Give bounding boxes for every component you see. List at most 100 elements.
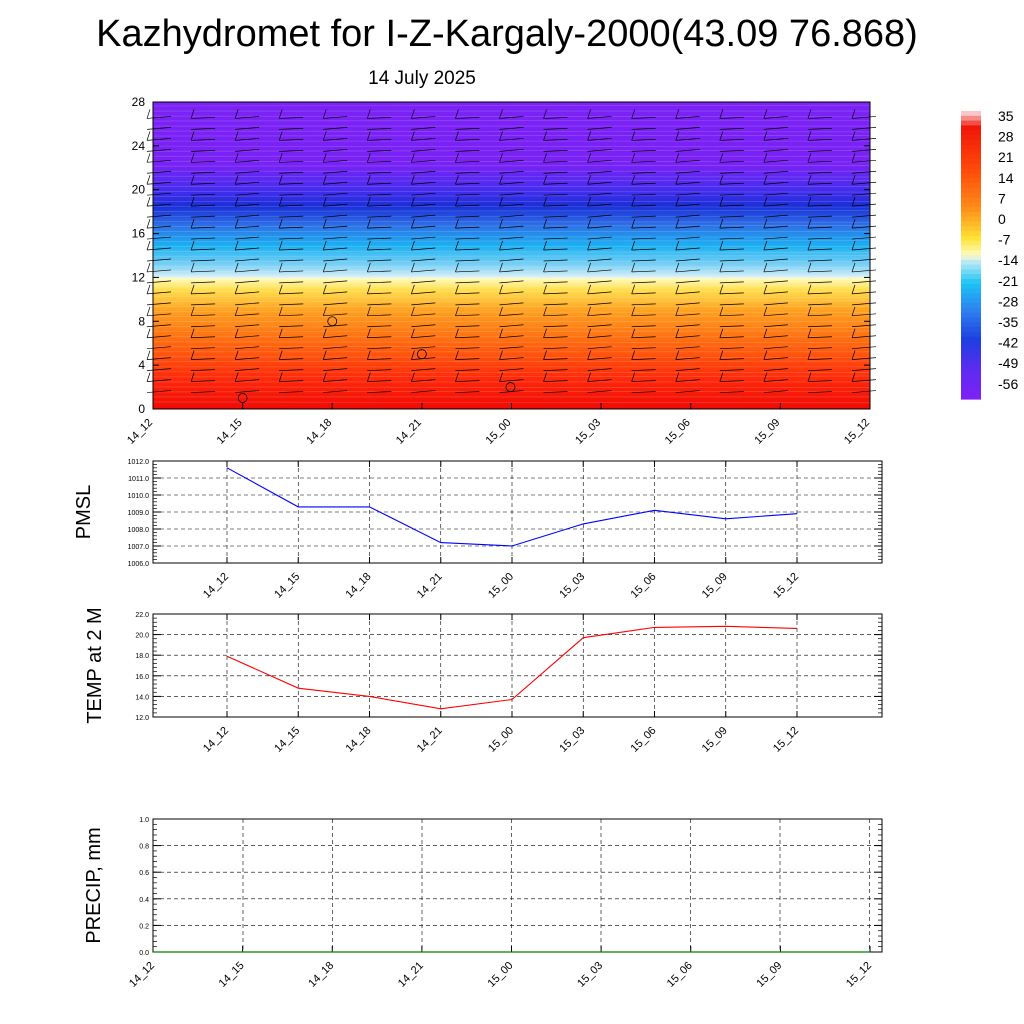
contour-line — [152, 190, 871, 193]
x-tick-label: 14_15 — [272, 571, 302, 601]
wind-barb — [587, 170, 612, 174]
contour-line — [152, 401, 871, 404]
wind-barb — [807, 237, 832, 240]
wind-barb — [411, 203, 436, 207]
contour-line — [152, 115, 871, 118]
wind-barb — [587, 390, 612, 393]
wind-barb — [719, 204, 744, 207]
wind-barb — [279, 171, 304, 174]
contour-line — [152, 300, 871, 302]
wind-barb — [807, 117, 832, 119]
wind-barb-flag — [807, 240, 812, 251]
wind-barb-flag — [322, 284, 327, 294]
y-tick-label: 24 — [132, 139, 146, 153]
wind-barb — [675, 269, 700, 273]
y-tick-label: 0 — [138, 402, 145, 416]
wind-barb — [851, 192, 877, 196]
wind-barb-flag — [719, 372, 724, 382]
wind-barb — [411, 346, 436, 350]
wind-barb-flag — [763, 153, 768, 163]
wind-barb — [146, 138, 172, 141]
figure-title: Kazhydromet for I-Z-Kargaly-2000(43.09 7… — [96, 13, 918, 55]
wind-barb-flag — [322, 109, 327, 119]
wind-barb-flag — [146, 218, 151, 229]
wind-barb-flag — [543, 218, 547, 229]
y-tick-label: 4 — [138, 358, 145, 372]
wind-barb — [323, 313, 348, 317]
wind-barb-flag — [543, 240, 547, 251]
wind-barb — [235, 280, 260, 284]
wind-barb — [851, 324, 877, 328]
wind-barb — [323, 225, 348, 229]
y-tick-label: 14.0 — [135, 694, 149, 701]
wind-barb — [411, 181, 436, 185]
wind-barb-flag — [587, 306, 591, 316]
wind-barb — [411, 324, 436, 328]
colorbar-swatch — [961, 293, 981, 299]
wind-barb — [719, 303, 744, 306]
wind-barb-flag — [587, 240, 591, 251]
wind-barb — [763, 368, 788, 371]
x-tick-label: 14_12 — [201, 571, 231, 601]
colorbar-swatch — [961, 250, 981, 256]
wind-barb — [807, 303, 832, 306]
wind-barb — [455, 237, 480, 240]
x-tick-label: 14_12 — [125, 417, 155, 447]
wind-barb — [543, 391, 568, 393]
wind-barb — [455, 358, 480, 361]
wind-barb — [146, 346, 172, 350]
wind-barb-flag — [411, 109, 415, 119]
wind-barb — [851, 390, 877, 393]
wind-barb — [367, 237, 392, 240]
wind-barb — [675, 390, 700, 393]
wind-barb — [411, 313, 436, 317]
x-tick-label: 15_03 — [557, 725, 587, 755]
wind-barb — [587, 247, 612, 251]
colorbar-swatch — [961, 279, 981, 285]
wind-barb — [719, 193, 744, 196]
contour-line — [152, 135, 871, 137]
wind-barb — [587, 192, 612, 196]
wind-barb — [675, 247, 700, 251]
y-tick-label: 1010.0 — [128, 493, 150, 500]
x-tick-label: 14_21 — [415, 571, 445, 601]
wind-barb — [675, 291, 700, 295]
contour-line — [152, 360, 871, 363]
wind-barb — [191, 237, 216, 240]
wind-barb-flag — [587, 109, 591, 119]
y-tick-label: 22.0 — [135, 612, 149, 619]
wind-barb — [191, 171, 216, 174]
wind-barb-flag — [807, 372, 812, 382]
wind-barb — [191, 128, 216, 130]
wind-barb — [411, 269, 436, 273]
wind-barb-flag — [499, 328, 503, 338]
wind-barb-flag — [807, 131, 812, 141]
wind-barb-flag — [631, 350, 636, 360]
wind-barb-flag — [190, 131, 195, 141]
wind-barb — [411, 280, 436, 284]
wind-barb — [587, 258, 612, 262]
wind-barb — [323, 236, 348, 240]
x-tick-label: 14_15 — [217, 960, 247, 990]
wind-barb — [411, 390, 436, 393]
wind-barb — [631, 149, 656, 152]
y-tick-label: 0.0 — [139, 950, 149, 957]
wind-barb — [807, 281, 832, 284]
wind-barb-flag — [719, 175, 724, 185]
wind-barb-flag — [234, 240, 239, 251]
wind-barb — [367, 314, 392, 317]
wind-barb-flag — [587, 372, 591, 382]
wind-barb-flag — [807, 175, 812, 185]
wind-barb — [851, 258, 877, 262]
wind-barb — [543, 226, 568, 229]
x-tick-label: 15_09 — [700, 571, 730, 601]
wind-barb — [851, 280, 877, 284]
x-tick-label: 14_21 — [415, 725, 445, 755]
wind-barb — [719, 226, 744, 229]
plot-area — [153, 614, 882, 717]
wind-barb-flag — [719, 131, 724, 141]
wind-barb — [851, 138, 877, 141]
wind-barb-flag — [851, 109, 856, 119]
wind-barb — [279, 314, 304, 317]
y-tick-label: 1012.0 — [128, 459, 150, 466]
